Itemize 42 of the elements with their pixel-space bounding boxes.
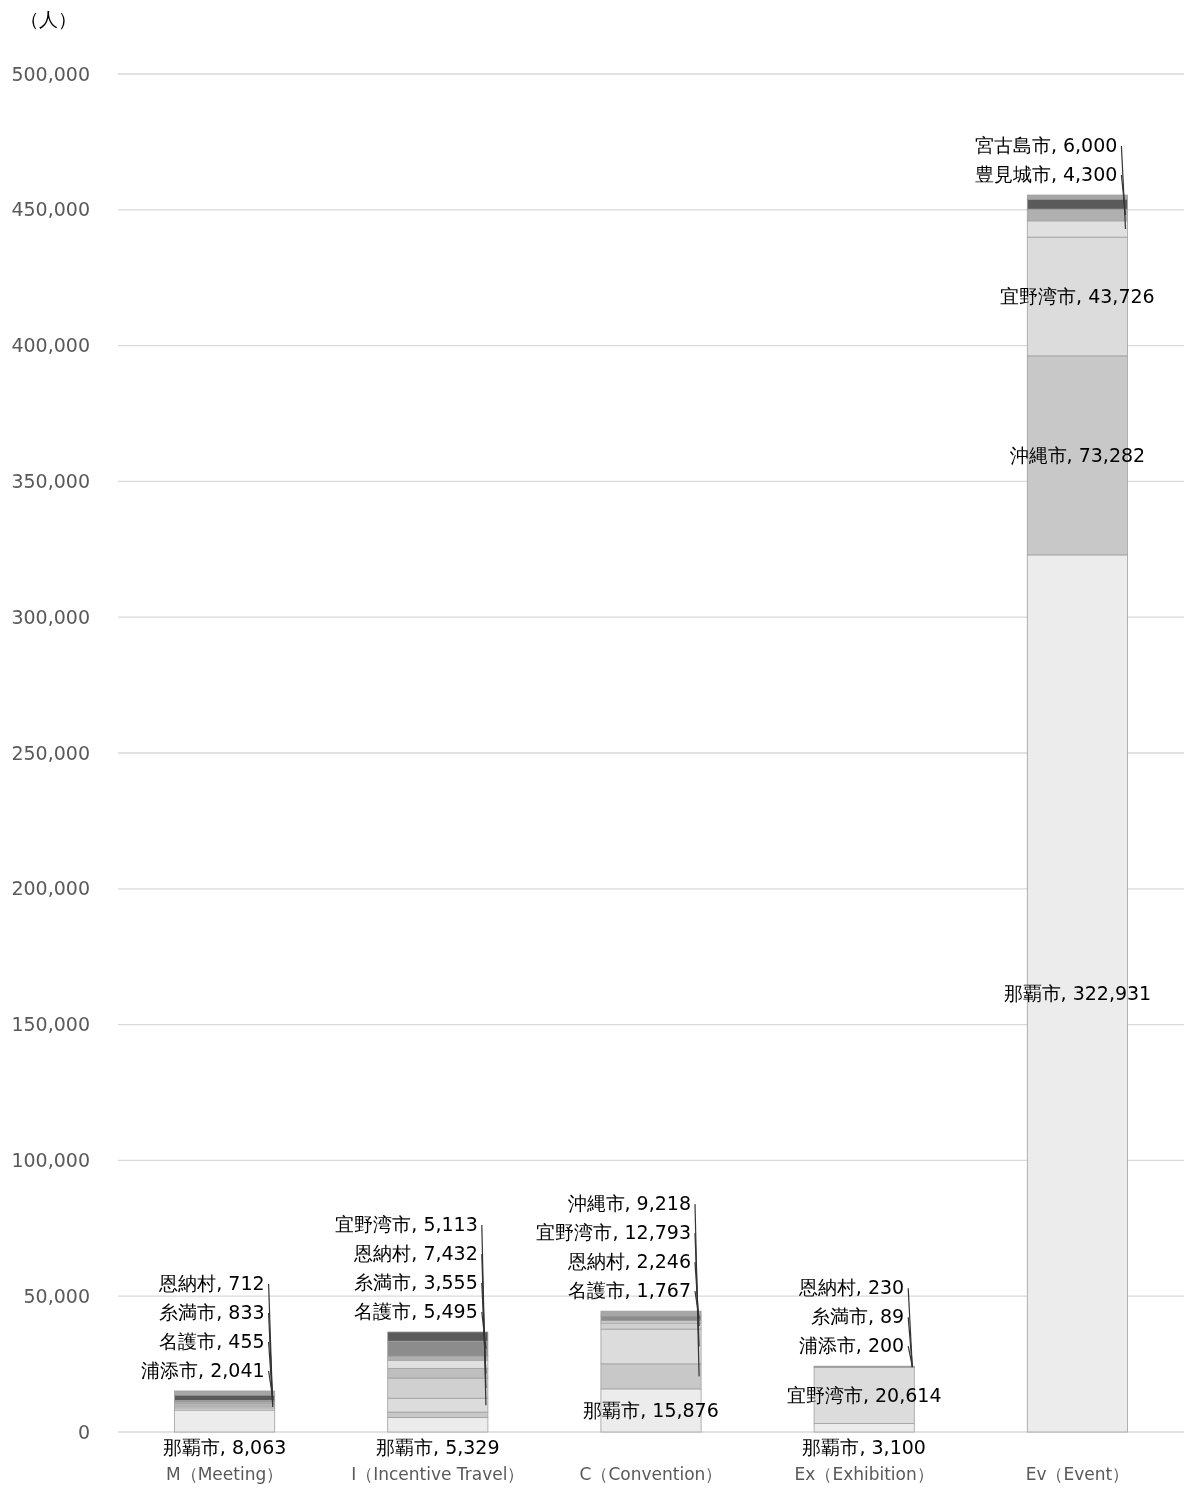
y-tick-label: 400,000 xyxy=(11,334,90,357)
data-label: 浦添市, 2,041 xyxy=(141,1358,265,1381)
data-label: 糸満市, 833 xyxy=(159,1300,265,1323)
data-label: 那覇市, 322,931 xyxy=(1003,982,1152,1005)
x-tick-label: Ev（Event） xyxy=(1025,1464,1130,1484)
data-label: 恩納村, 230 xyxy=(797,1276,905,1299)
y-tick-label: 150,000 xyxy=(11,1013,90,1036)
y-tick-label: 350,000 xyxy=(11,470,90,493)
data-label: 豊見城市, 4,300 xyxy=(974,163,1118,186)
data-label: 那覇市, 3,100 xyxy=(802,1436,926,1458)
x-tick-label: I（Incentive Travel） xyxy=(351,1464,525,1484)
y-tick-label: 250,000 xyxy=(11,741,90,764)
x-tick-label: Ex（Exhibition） xyxy=(794,1464,934,1484)
data-label: 名護市, 455 xyxy=(159,1329,265,1352)
y-tick-label: 50,000 xyxy=(23,1284,90,1307)
x-tick-label: M（Meeting） xyxy=(165,1464,284,1484)
data-label: 宜野湾市, 5,113 xyxy=(335,1212,478,1235)
data-label: 宜野湾市, 20,614 xyxy=(786,1384,942,1407)
y-tick-label: 450,000 xyxy=(11,198,90,221)
data-label: 名護市, 1,767 xyxy=(567,1279,691,1302)
data-label: 恩納村, 712 xyxy=(158,1271,265,1294)
data-label: 名護市, 5,495 xyxy=(354,1299,478,1322)
data-label: 宜野湾市, 43,726 xyxy=(1000,285,1155,308)
data-label: 沖縄市, 73,282 xyxy=(1009,444,1146,467)
data-label: 糸満市, 3,555 xyxy=(354,1270,478,1293)
y-tick-label: 200,000 xyxy=(11,877,90,900)
data-label: 宮古島市, 6,000 xyxy=(974,134,1118,157)
data-label: 糸満市, 89 xyxy=(810,1305,905,1328)
data-label: 浦添市, 200 xyxy=(798,1334,905,1357)
data-label: 恩納村, 2,246 xyxy=(566,1250,691,1273)
y-tick-label: 500,000 xyxy=(11,62,90,85)
data-label: 那覇市, 8,063 xyxy=(162,1436,287,1458)
data-label: 恩納村, 7,432 xyxy=(353,1241,478,1264)
data-label: 那覇市, 15,876 xyxy=(583,1399,719,1422)
x-tick-label: C（Convention） xyxy=(579,1464,723,1484)
data-label: 沖縄市, 9,218 xyxy=(567,1192,691,1215)
data-label: 宜野湾市, 12,793 xyxy=(536,1221,691,1244)
data-label: 那覇市, 5,329 xyxy=(376,1436,500,1458)
y-tick-label: 300,000 xyxy=(11,605,90,628)
y-axis-title: （人） xyxy=(19,8,77,30)
y-tick-label: 100,000 xyxy=(11,1149,90,1172)
y-tick-label: 0 xyxy=(77,1420,90,1443)
